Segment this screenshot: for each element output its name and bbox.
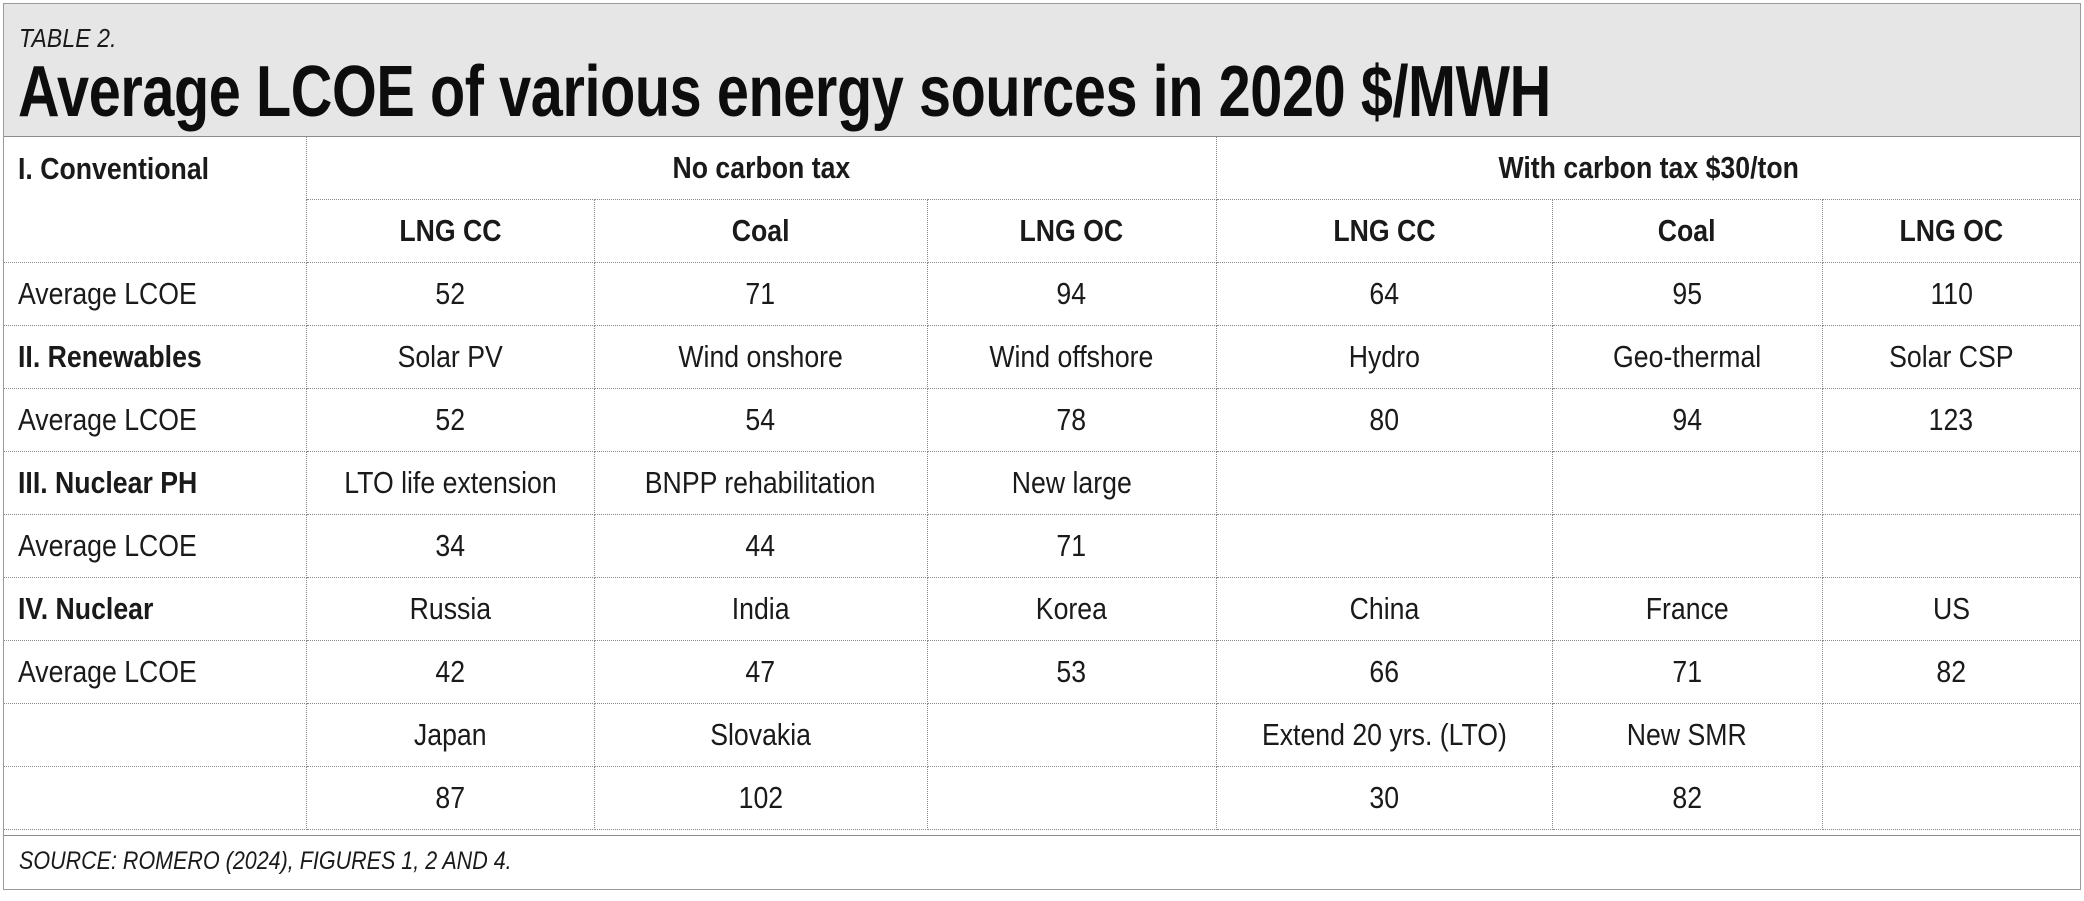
table-source: SOURCE: ROMERO (2024), FIGURES 1, 2 AND … — [19, 847, 512, 875]
table-cell: 47 — [593, 640, 928, 704]
table-cell: 94 — [926, 262, 1217, 326]
table-cell — [926, 703, 1217, 767]
table-cell: 80 — [1215, 388, 1553, 452]
table-row: Average LCOE 52 71 94 64 95 110 — [4, 262, 2081, 326]
row-label: Average LCOE — [4, 514, 307, 578]
table-cell: China — [1215, 577, 1553, 641]
table-cell — [1551, 514, 1823, 578]
table-cell: 44 — [593, 514, 928, 578]
column-header-row: LNG CC Coal LNG OC LNG CC Coal LNG OC — [4, 199, 2081, 263]
lcoe-table: I. Conventional No carbon tax With carbo… — [4, 137, 2081, 830]
table-cell: Wind offshore — [926, 325, 1217, 389]
column-header: LNG CC — [1215, 199, 1553, 263]
row-label: Average LCOE — [4, 262, 307, 326]
table-cell: Wind onshore — [593, 325, 928, 389]
table-cell: 52 — [305, 388, 595, 452]
section-label: II. Renewables — [4, 325, 307, 389]
table-cell: New SMR — [1551, 703, 1823, 767]
row-label: Average LCOE — [4, 388, 307, 452]
table-cell — [1821, 766, 2081, 830]
table-label: TABLE 2. — [19, 23, 117, 53]
table-cell: 66 — [1215, 640, 1553, 704]
table-cell: LTO life extension — [305, 451, 595, 515]
table-cell: 78 — [926, 388, 1217, 452]
table-cell: New large — [926, 451, 1217, 515]
table-cell: 82 — [1821, 640, 2081, 704]
table-cell — [1551, 451, 1823, 515]
table-cell — [1821, 514, 2081, 578]
table-cell: 64 — [1215, 262, 1553, 326]
table-row: 87 102 30 82 — [4, 766, 2081, 830]
table-cell: 71 — [926, 514, 1217, 578]
column-header: LNG OC — [1821, 199, 2081, 263]
table-cell — [1821, 451, 2081, 515]
row-label: Average LCOE — [4, 640, 307, 704]
table-header: TABLE 2. Average LCOE of various energy … — [4, 4, 2080, 137]
table-cell: Russia — [305, 577, 595, 641]
column-header: Coal — [1551, 199, 1823, 263]
table-cell: 95 — [1551, 262, 1823, 326]
row-label — [4, 766, 307, 830]
table-cell: Slovakia — [593, 703, 928, 767]
column-header: LNG OC — [926, 199, 1217, 263]
table-title: Average LCOE of various energy sources i… — [18, 52, 1551, 132]
table-cell: 53 — [926, 640, 1217, 704]
column-header: LNG CC — [306, 199, 595, 263]
table-cell: Extend 20 yrs. (LTO) — [1215, 703, 1553, 767]
table-cell: Solar PV — [305, 325, 595, 389]
table-cell: 94 — [1551, 388, 1823, 452]
table-cell: 52 — [305, 262, 595, 326]
column-header: Coal — [593, 199, 928, 263]
table-row: Average LCOE 42 47 53 66 71 82 — [4, 640, 2081, 704]
section-label: III. Nuclear PH — [4, 451, 307, 515]
table-cell — [926, 766, 1217, 830]
table-cell: Geo-thermal — [1551, 325, 1823, 389]
table-cell: France — [1551, 577, 1823, 641]
table-cell: India — [593, 577, 928, 641]
table-cell: 54 — [593, 388, 928, 452]
table-row: Japan Slovakia Extend 20 yrs. (LTO) New SMR — [4, 703, 2081, 767]
source-divider — [4, 835, 2080, 836]
table-row: Average LCOE 52 54 78 80 94 123 — [4, 388, 2081, 452]
table-row: II. Renewables Solar PV Wind onshore Wind o… — [4, 325, 2081, 389]
column-group-header-row: I. Conventional No carbon tax With carbo… — [4, 137, 2081, 263]
table-row: Average LCOE 34 44 71 — [4, 514, 2081, 578]
group-header-with-carbon-tax: With carbon tax $30/ton — [1215, 137, 2081, 200]
table-cell: 34 — [305, 514, 595, 578]
table-cell: 87 — [305, 766, 595, 830]
table-cell — [1215, 451, 1553, 515]
section-label-conventional: I. Conventional — [4, 137, 307, 263]
table-cell: 30 — [1215, 766, 1553, 830]
table-body: I. Conventional No carbon tax With carbo… — [4, 137, 2081, 830]
table-cell: 42 — [305, 640, 595, 704]
table-cell: US — [1821, 577, 2081, 641]
row-label — [4, 703, 307, 767]
table-cell: 123 — [1821, 388, 2081, 452]
table-cell: Solar CSP — [1821, 325, 2081, 389]
table-cell — [1215, 514, 1553, 578]
table-frame: TABLE 2. Average LCOE of various energy … — [3, 3, 2081, 890]
table-cell: Korea — [926, 577, 1217, 641]
group-header-no-carbon-tax: No carbon tax — [305, 137, 1217, 200]
table-row: III. Nuclear PH LTO life extension BNPP re… — [4, 451, 2081, 515]
table-cell: 71 — [593, 262, 928, 326]
section-label: IV. Nuclear — [4, 577, 307, 641]
table-cell: Hydro — [1215, 325, 1553, 389]
table-cell — [1821, 703, 2081, 767]
table-cell: 110 — [1821, 262, 2081, 326]
table-cell: 102 — [593, 766, 928, 830]
table-cell: 71 — [1551, 640, 1823, 704]
table-cell: BNPP rehabilitation — [593, 451, 928, 515]
table-cell: 82 — [1551, 766, 1823, 830]
table-row: IV. Nuclear Russia India Korea China France US — [4, 577, 2081, 641]
table-cell: Japan — [305, 703, 595, 767]
